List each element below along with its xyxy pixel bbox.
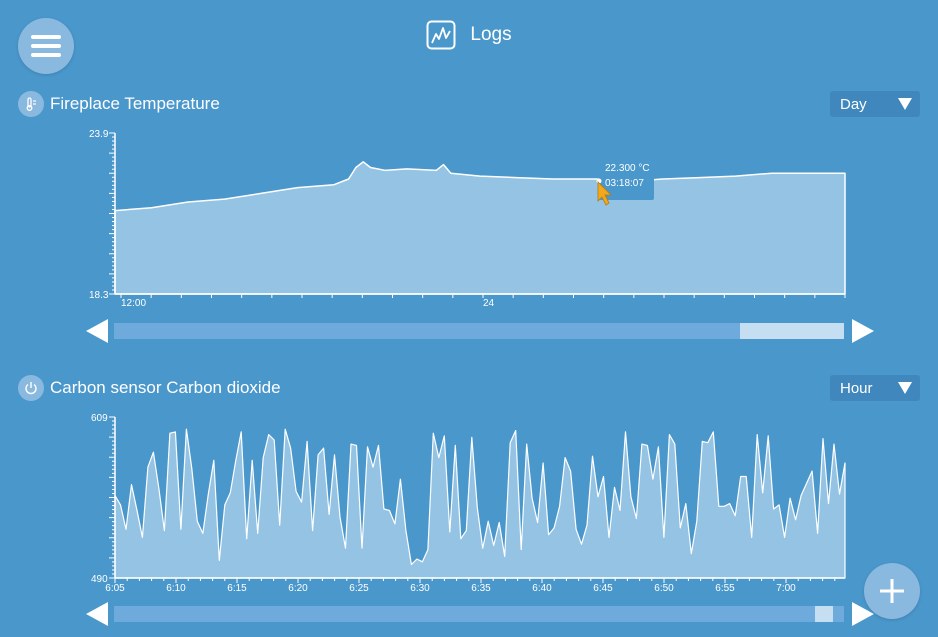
chart-line-icon — [426, 20, 456, 50]
co2-chart[interactable]: 609 490 6:05 6:10 6:15 6:20 6:25 6:30 6:35 6:40 6… — [80, 406, 855, 596]
x-tick-label: 24 — [483, 298, 495, 309]
temperature-area-series — [114, 161, 846, 295]
x-tick-label: 12:00 — [121, 298, 146, 309]
scroll-thumb[interactable] — [739, 323, 844, 339]
scroll-thumb[interactable] — [814, 606, 834, 622]
co2-scrollbar[interactable] — [86, 601, 874, 627]
x-tick-label: 6:35 — [471, 583, 491, 594]
x-tick-label: 6:10 — [166, 583, 186, 594]
x-tick-label: 6:45 — [593, 583, 613, 594]
hamburger-bar — [31, 53, 61, 57]
temperature-scrollbar[interactable] — [86, 318, 874, 344]
y-tick-label: 23.9 — [89, 129, 109, 140]
x-tick-label: 6:25 — [349, 583, 369, 594]
y-tick-label: 609 — [91, 413, 108, 424]
x-tick-label: 6:40 — [532, 583, 552, 594]
co2-title: Carbon sensor Carbon dioxide — [50, 378, 281, 397]
scroll-track[interactable] — [114, 323, 844, 339]
power-icon — [18, 375, 44, 401]
temperature-title: Fireplace Temperature — [50, 94, 220, 113]
x-tick-label: 6:30 — [410, 583, 430, 594]
co2-range-select[interactable]: Hour — [830, 375, 920, 401]
plus-icon — [880, 579, 904, 603]
scroll-right-arrow-icon[interactable] — [852, 319, 874, 343]
x-tick-label: 6:50 — [654, 583, 674, 594]
triangle-down-icon — [898, 382, 912, 394]
co2-area-series — [114, 428, 846, 579]
temperature-range-select[interactable]: Day — [830, 91, 920, 117]
scroll-track[interactable] — [114, 606, 844, 622]
x-tick-label: 6:05 — [105, 583, 125, 594]
range-select-value: Day — [840, 95, 867, 113]
tooltip-value: 22.300 °C — [605, 163, 650, 174]
temperature-chart[interactable]: 23.9 18.3 12:00 24 22.300 °C 03:18:07 — [80, 122, 855, 312]
scroll-left-arrow-icon[interactable] — [86, 319, 108, 343]
x-tick-label: 6:20 — [288, 583, 308, 594]
temperature-tooltip: 22.300 °C 03:18:07 — [599, 159, 654, 200]
mouse-cursor-icon — [597, 181, 612, 206]
page-header: Logs — [0, 20, 938, 50]
y-tick-label: 18.3 — [89, 290, 109, 301]
temperature-section-header: Fireplace Temperature — [18, 91, 220, 117]
triangle-down-icon — [898, 98, 912, 110]
co2-section-header: Carbon sensor Carbon dioxide — [18, 375, 281, 401]
scroll-right-arrow-icon[interactable] — [852, 602, 874, 626]
add-button[interactable] — [864, 563, 920, 619]
x-tick-label: 6:15 — [227, 583, 247, 594]
page-title: Logs — [470, 24, 512, 45]
thermometer-icon — [18, 91, 44, 117]
scroll-left-arrow-icon[interactable] — [86, 602, 108, 626]
menu-button[interactable] — [18, 18, 74, 74]
x-tick-label: 6:55 — [715, 583, 735, 594]
hamburger-menu-icon — [31, 35, 61, 39]
y-tick-label: 490 — [91, 574, 108, 585]
tooltip-time: 03:18:07 — [605, 178, 644, 189]
hamburger-bar — [31, 44, 61, 48]
range-select-value: Hour — [840, 379, 873, 397]
x-tick-label: 7:00 — [776, 583, 796, 594]
